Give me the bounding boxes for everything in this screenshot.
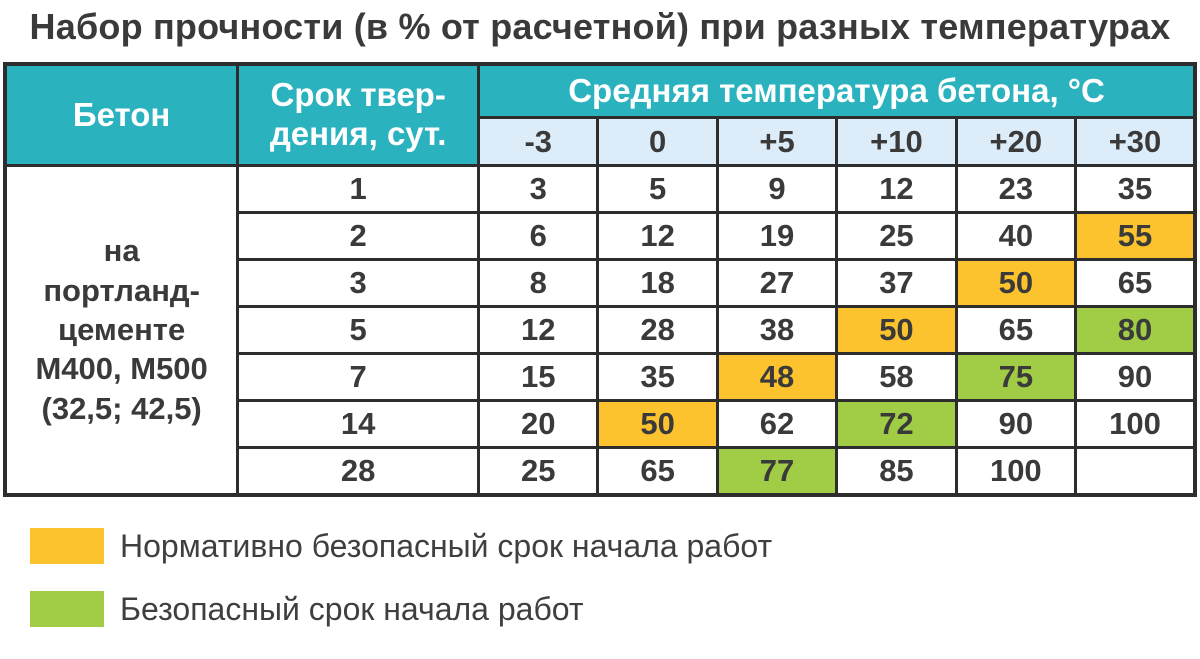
legend-label: Нормативно безопасный срок начала работ [120, 527, 773, 564]
table-row: 14 20 50 62 72 90 100 [5, 399, 1197, 449]
value-cell: 15 [477, 352, 600, 402]
value-cell: 77 [715, 446, 839, 496]
days-cell: 14 [236, 399, 481, 449]
value-cell: 80 [1074, 305, 1197, 355]
days-cell: 3 [236, 258, 481, 308]
temp-header-cell: +5 [715, 116, 839, 167]
value-cell: 25 [835, 211, 958, 261]
value-cell: 35 [596, 352, 719, 402]
value-cell: 3 [477, 164, 600, 214]
value-cell: 65 [954, 305, 1078, 355]
value-cell: 50 [954, 258, 1078, 308]
value-cell: 100 [954, 446, 1078, 496]
page-title: Набор прочности (в % от расчетной) при р… [29, 6, 1171, 47]
value-cell: 18 [596, 258, 719, 308]
legend-item-normative: Нормативно безопасный срок начала работ [30, 527, 1200, 564]
value-cell: 27 [715, 258, 839, 308]
strength-table: Бетон Срок твер- дения, сут. Средняя тем… [3, 62, 1197, 497]
temp-header-cell: -3 [477, 116, 600, 167]
table-row: 28 25 65 77 85 100 [5, 446, 1197, 496]
days-cell: 28 [236, 446, 481, 496]
value-cell: 23 [954, 164, 1078, 214]
temperature-group-header-cell: Средняя температура бетона, °С [477, 62, 1197, 119]
value-cell: 90 [1074, 352, 1197, 402]
value-cell: 12 [477, 305, 600, 355]
table-row: 5 12 28 38 50 65 80 [5, 305, 1197, 355]
value-cell: 65 [1074, 258, 1197, 308]
value-cell: 50 [596, 399, 719, 449]
header-row-temps: -3 0 +5 +10 +20 +30 [5, 116, 1197, 167]
days-cell: 1 [236, 164, 481, 214]
value-cell: 90 [954, 399, 1078, 449]
header-row-group: Бетон Срок твер- дения, сут. Средняя тем… [3, 62, 1197, 167]
value-cell: 12 [596, 211, 719, 261]
temp-header-cell: +20 [954, 116, 1078, 167]
age-header-cell: Срок твер- дения, сут. [236, 62, 481, 167]
value-cell: 58 [835, 352, 958, 402]
value-cell: 55 [1074, 211, 1197, 261]
value-cell: 20 [477, 399, 600, 449]
cement-label-line: на [103, 233, 140, 269]
value-cell: 62 [715, 399, 839, 449]
days-cell: 5 [236, 305, 481, 355]
temp-header-cell: +30 [1074, 116, 1197, 167]
green-swatch-icon [30, 590, 104, 627]
days-cell: 2 [236, 211, 481, 261]
cement-label-line: М400, М500 [35, 351, 208, 387]
table-row: 3 8 18 27 37 50 65 [5, 258, 1197, 308]
days-cell: 7 [236, 352, 481, 402]
value-cell: 37 [835, 258, 958, 308]
age-header-line-2: дения, сут. [269, 115, 447, 152]
value-cell: 19 [715, 211, 839, 261]
table-row: на портланд- цементе М400, М500 (32,5; 4… [3, 164, 1197, 496]
legend: Нормативно безопасный срок начала работ … [30, 527, 1200, 627]
cement-label-cell: на портланд- цементе М400, М500 (32,5; 4… [3, 164, 240, 496]
value-cell: 40 [954, 211, 1078, 261]
table-row: 7 15 35 48 58 75 90 [5, 352, 1197, 402]
age-header-line-1: Срок твер- [270, 76, 446, 114]
cement-label-line: (32,5; 42,5) [41, 390, 202, 426]
value-cell: 65 [596, 446, 719, 496]
temp-header-cell: 0 [596, 116, 719, 167]
cement-label-line: портланд- [43, 272, 200, 308]
legend-item-safe: Безопасный срок начала работ [30, 590, 1200, 627]
value-cell: 25 [477, 446, 600, 496]
value-cell: 38 [715, 305, 839, 355]
value-cell: 8 [477, 258, 600, 308]
value-cell: 6 [477, 211, 600, 261]
value-cell: 85 [835, 446, 958, 496]
value-cell: 100 [1074, 399, 1197, 449]
legend-label: Безопасный срок начала работ [120, 590, 584, 627]
value-cell: 28 [596, 305, 719, 355]
value-cell [1074, 446, 1197, 496]
value-cell: 5 [596, 164, 719, 214]
value-cell: 35 [1074, 164, 1197, 214]
value-cell: 75 [954, 352, 1078, 402]
value-cell: 12 [835, 164, 958, 214]
concrete-header-cell: Бетон [3, 62, 240, 167]
table-row: 2 6 12 19 25 40 55 [5, 211, 1197, 261]
cement-label-line: цементе [58, 312, 186, 348]
temp-header-cell: +10 [835, 116, 958, 167]
value-cell: 50 [835, 305, 958, 355]
value-cell: 72 [835, 399, 958, 449]
value-cell: 9 [715, 164, 839, 214]
value-cell: 48 [715, 352, 839, 402]
yellow-swatch-icon [30, 527, 104, 564]
